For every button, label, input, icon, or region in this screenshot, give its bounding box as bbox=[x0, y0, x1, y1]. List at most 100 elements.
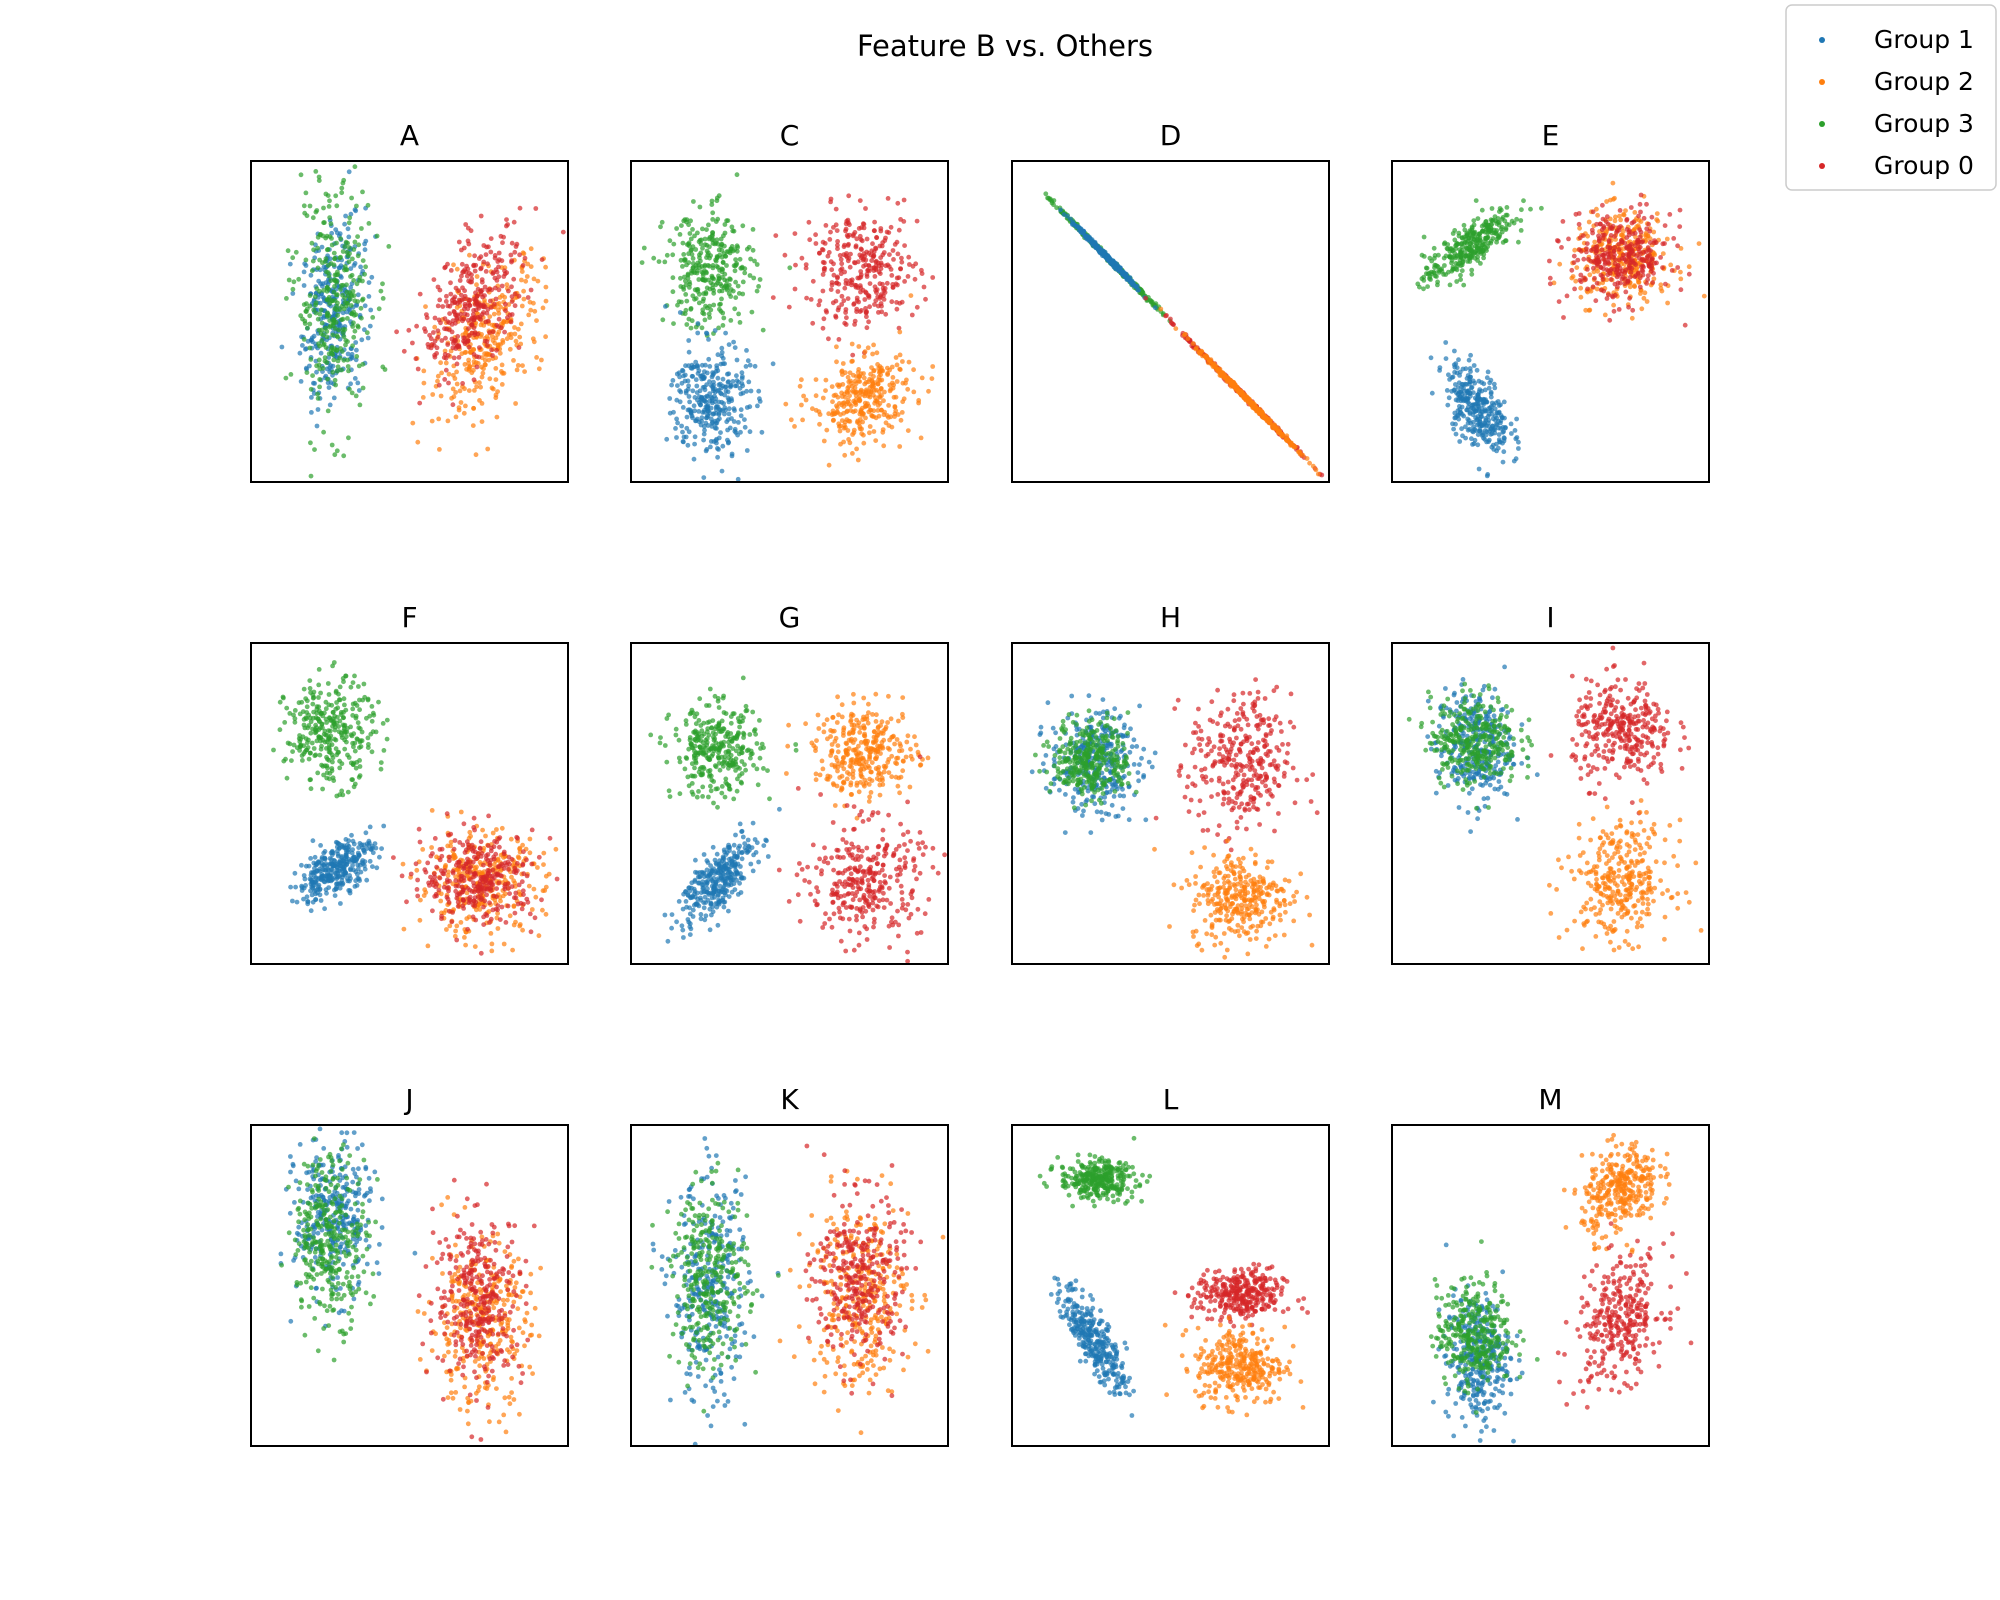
data-point bbox=[315, 396, 321, 401]
data-point bbox=[338, 287, 343, 292]
data-point bbox=[1193, 346, 1199, 352]
data-point bbox=[1456, 395, 1462, 401]
data-point bbox=[520, 363, 525, 368]
data-point bbox=[750, 247, 756, 253]
data-point bbox=[804, 295, 809, 301]
data-point bbox=[870, 392, 876, 398]
data-point bbox=[1501, 399, 1507, 405]
data-point bbox=[474, 384, 479, 390]
data-point bbox=[1289, 442, 1295, 448]
data-point bbox=[738, 391, 744, 397]
data-point bbox=[861, 440, 867, 446]
data-point bbox=[301, 302, 307, 307]
data-point bbox=[347, 290, 353, 296]
data-point bbox=[445, 352, 451, 358]
data-point bbox=[732, 263, 738, 269]
data-point bbox=[851, 302, 857, 307]
data-point bbox=[1226, 377, 1232, 383]
data-point bbox=[831, 261, 836, 267]
panel-e-series-group-0 bbox=[1547, 192, 1692, 328]
data-point bbox=[332, 377, 338, 383]
data-point bbox=[338, 254, 343, 260]
data-point bbox=[491, 311, 497, 317]
data-point bbox=[1624, 217, 1630, 223]
data-point bbox=[1217, 370, 1223, 375]
data-point bbox=[846, 255, 852, 261]
data-point bbox=[517, 205, 523, 211]
data-point bbox=[867, 281, 873, 286]
data-point bbox=[513, 338, 519, 344]
data-point bbox=[458, 400, 464, 405]
data-point bbox=[824, 427, 830, 433]
data-point bbox=[534, 318, 539, 323]
data-point bbox=[326, 313, 332, 318]
data-point bbox=[351, 247, 357, 252]
data-point bbox=[760, 327, 766, 333]
data-point bbox=[1481, 381, 1487, 387]
data-point bbox=[461, 316, 467, 322]
data-point bbox=[898, 417, 904, 423]
data-point bbox=[857, 417, 863, 422]
data-point bbox=[879, 407, 884, 413]
data-point bbox=[1486, 240, 1491, 246]
data-point bbox=[724, 419, 730, 425]
data-point bbox=[346, 234, 352, 240]
data-point bbox=[732, 408, 737, 413]
data-point bbox=[710, 210, 716, 216]
data-point bbox=[457, 278, 463, 283]
data-point bbox=[1497, 232, 1503, 238]
data-point bbox=[662, 259, 668, 265]
data-point bbox=[334, 203, 340, 209]
data-point bbox=[376, 306, 382, 312]
data-point bbox=[883, 235, 888, 241]
data-point bbox=[898, 266, 903, 272]
data-point bbox=[923, 296, 928, 302]
data-point bbox=[670, 378, 676, 383]
data-point bbox=[502, 329, 507, 335]
data-point bbox=[352, 261, 358, 266]
data-point bbox=[304, 370, 310, 375]
data-point bbox=[497, 350, 503, 356]
data-point bbox=[443, 299, 449, 304]
data-point bbox=[432, 315, 438, 321]
data-point bbox=[853, 397, 859, 402]
data-point bbox=[1612, 218, 1618, 224]
data-point bbox=[298, 313, 304, 319]
data-point bbox=[1447, 254, 1452, 259]
data-point bbox=[507, 346, 513, 352]
data-point bbox=[301, 283, 307, 288]
data-point bbox=[493, 285, 498, 291]
data-point bbox=[353, 312, 359, 318]
data-point bbox=[1528, 206, 1533, 212]
data-point bbox=[453, 414, 459, 420]
data-point bbox=[1483, 236, 1489, 242]
data-point bbox=[718, 236, 724, 242]
data-point bbox=[865, 345, 871, 351]
data-point bbox=[886, 415, 891, 420]
data-point bbox=[499, 283, 505, 289]
data-point bbox=[720, 356, 726, 361]
data-point bbox=[324, 269, 329, 275]
data-point bbox=[702, 268, 707, 274]
data-point bbox=[715, 265, 721, 270]
data-point bbox=[702, 407, 707, 413]
data-point bbox=[828, 229, 833, 235]
data-point bbox=[1135, 287, 1141, 293]
data-point bbox=[885, 372, 890, 377]
data-point bbox=[845, 399, 851, 405]
data-point bbox=[457, 388, 463, 394]
data-point bbox=[880, 368, 886, 374]
data-point bbox=[1701, 293, 1707, 299]
data-point bbox=[314, 423, 320, 429]
data-point bbox=[311, 247, 316, 253]
data-point bbox=[826, 462, 832, 468]
data-point bbox=[744, 388, 749, 394]
data-point bbox=[1475, 258, 1480, 263]
data-point bbox=[696, 300, 702, 306]
data-point bbox=[1662, 223, 1668, 229]
data-point bbox=[835, 410, 840, 415]
data-point bbox=[303, 308, 309, 314]
data-point bbox=[1466, 357, 1472, 363]
data-point bbox=[471, 352, 477, 357]
data-point bbox=[898, 217, 903, 222]
